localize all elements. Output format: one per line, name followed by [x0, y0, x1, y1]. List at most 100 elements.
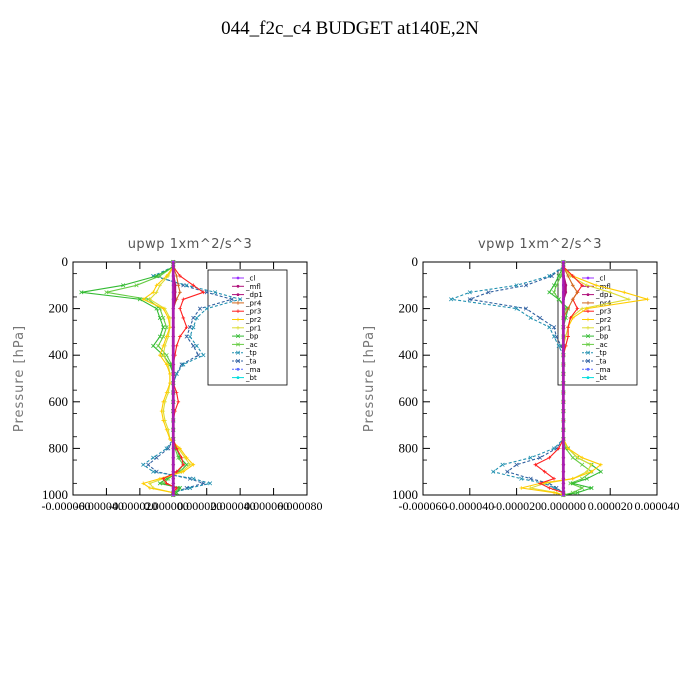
point-bp — [575, 490, 580, 495]
point-pr2 — [164, 390, 169, 395]
legend-label: _pr3 — [245, 308, 261, 316]
legend-label: _ac — [245, 341, 258, 349]
point-pr3 — [184, 325, 189, 330]
legend-label: _pr4 — [245, 299, 262, 307]
legend-label: _tp — [595, 349, 607, 357]
legend-marker — [586, 367, 590, 371]
point-tp — [212, 290, 218, 295]
legend-box — [557, 269, 638, 386]
point-bp — [174, 490, 179, 495]
legend-marker — [236, 317, 240, 322]
point-pr3 — [538, 481, 542, 486]
point-tp — [238, 297, 243, 302]
point-pr2 — [141, 297, 145, 302]
y-axis-label: Pressure [hPa] — [362, 325, 377, 432]
point-tp — [187, 334, 193, 339]
legend-entry-pr3: _pr3 — [582, 308, 611, 316]
point-tp — [207, 481, 213, 486]
legend-marker — [586, 376, 590, 379]
legend-entry-pr1: _pr1 — [232, 324, 261, 332]
legend-entry-ta: _ta — [232, 358, 257, 366]
legend-label: _bt — [595, 374, 607, 382]
point-pr2 — [148, 486, 152, 490]
legend-entry-bp: _bp — [582, 333, 609, 341]
panel-title: vpwp 1xm^2/s^3 — [478, 237, 602, 252]
point-tp — [500, 462, 505, 467]
point-pr2 — [158, 353, 162, 357]
x-tick-label: 0.000020 — [588, 499, 633, 513]
point-pr1 — [627, 297, 631, 302]
point-bp — [121, 283, 126, 288]
point-pr2 — [159, 409, 164, 413]
legend-entry-pr2: _pr2 — [232, 316, 261, 324]
point-mfl — [564, 290, 568, 294]
legend-marker — [235, 334, 241, 339]
point-ta — [184, 485, 189, 491]
point-pr3 — [568, 316, 573, 320]
point-ta — [514, 462, 519, 467]
point-tp — [187, 485, 193, 491]
point-pr2 — [164, 274, 169, 278]
legend-marker — [585, 334, 591, 339]
point-bp — [547, 290, 552, 295]
series-tp — [448, 259, 566, 498]
legend-label: _pr2 — [595, 316, 611, 324]
legend-marker — [586, 301, 590, 305]
point-bp — [556, 297, 561, 302]
point-pr2 — [168, 325, 172, 330]
point-pr2 — [519, 486, 524, 490]
point-pr3 — [174, 446, 179, 451]
legend: _cl_mfl_dp1_pr4_pr3_pr2_pr1_bp_ac_tp_ta_… — [557, 269, 638, 386]
plot-frame — [72, 261, 308, 496]
y-tick-label: 0 — [412, 254, 419, 269]
point-tp — [151, 455, 156, 460]
point-pr2 — [164, 334, 169, 339]
point-pr3 — [174, 390, 179, 395]
y-tick-label: 400 — [49, 347, 69, 362]
legend-label: _pr1 — [595, 324, 611, 332]
series-line-tp — [450, 262, 564, 495]
point-bp — [151, 343, 156, 348]
point-bp — [584, 476, 589, 481]
point-pr2 — [154, 283, 159, 288]
point-ta — [528, 476, 533, 481]
point-bp — [177, 485, 183, 491]
point-pr3 — [178, 274, 182, 278]
point-tp — [164, 446, 169, 451]
point-pr3 — [178, 334, 182, 339]
point-ac — [580, 462, 585, 467]
point-tp — [191, 325, 196, 330]
point-pr1 — [161, 353, 166, 357]
point-bp — [157, 315, 162, 321]
point-pr2 — [552, 490, 556, 495]
y-tick-label: 400 — [399, 347, 419, 362]
legend-label: _dp1 — [245, 291, 263, 299]
point-ac — [161, 315, 166, 321]
point-tp — [174, 371, 179, 376]
legend-label: _pr2 — [245, 316, 261, 324]
point-pr1 — [148, 297, 152, 302]
point-tp — [547, 325, 552, 330]
legend-label: _ta — [245, 358, 257, 366]
legend-label: _cl — [245, 275, 255, 283]
series-line-pr2 — [141, 262, 195, 495]
point-pr2 — [161, 306, 166, 311]
point-pr3 — [547, 486, 552, 490]
point-ac — [161, 334, 166, 339]
x-tick-label: -0.000060 — [399, 499, 448, 513]
legend-box — [207, 269, 288, 386]
y-tick-label: 200 — [399, 301, 419, 316]
point-pr3 — [580, 283, 584, 288]
legend-entry-pr2: _pr2 — [582, 316, 611, 324]
point-pr4 — [178, 290, 182, 295]
point-ta — [537, 315, 543, 321]
x-tick-label: 0.000080 — [278, 499, 323, 513]
point-pr2 — [164, 362, 169, 367]
point-pr2 — [570, 476, 575, 481]
point-mfl — [564, 283, 568, 287]
point-pr2 — [599, 462, 603, 467]
point-pr2 — [566, 446, 570, 451]
point-ac — [156, 343, 161, 348]
point-pr3 — [164, 481, 169, 486]
point-pr2 — [161, 344, 166, 348]
